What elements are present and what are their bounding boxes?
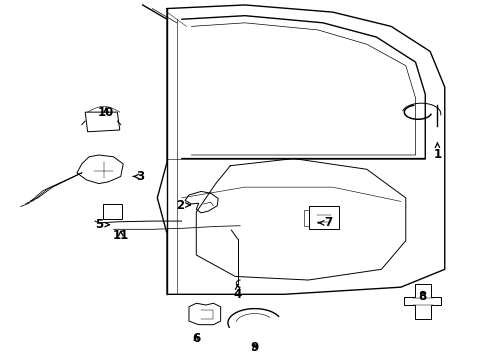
Polygon shape: [85, 112, 120, 132]
Polygon shape: [185, 192, 218, 213]
Text: 11: 11: [113, 229, 129, 242]
Polygon shape: [404, 284, 441, 319]
Text: 1: 1: [433, 143, 441, 162]
Polygon shape: [309, 206, 339, 229]
Text: 6: 6: [192, 333, 200, 346]
Text: 5: 5: [95, 218, 109, 231]
Text: 7: 7: [318, 216, 332, 229]
Text: 4: 4: [234, 285, 242, 301]
Polygon shape: [189, 303, 220, 325]
Text: 10: 10: [98, 105, 114, 119]
Text: 8: 8: [419, 289, 427, 303]
Polygon shape: [103, 204, 122, 219]
Text: 2: 2: [176, 198, 190, 212]
Text: 3: 3: [133, 170, 145, 183]
Text: 9: 9: [250, 341, 259, 354]
Polygon shape: [77, 155, 123, 184]
